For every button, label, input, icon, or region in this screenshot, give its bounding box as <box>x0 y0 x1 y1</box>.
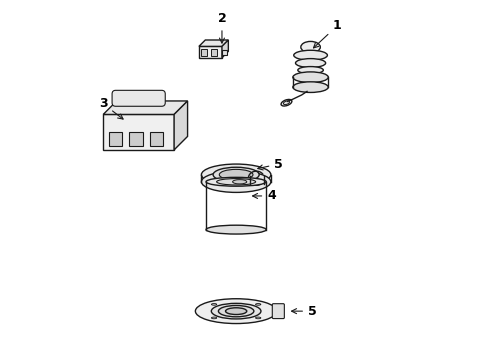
Ellipse shape <box>301 41 320 53</box>
Ellipse shape <box>201 164 271 185</box>
Bar <box>199 46 222 58</box>
FancyBboxPatch shape <box>272 304 284 319</box>
Polygon shape <box>103 101 188 114</box>
Text: 3: 3 <box>99 97 123 119</box>
Polygon shape <box>199 40 228 46</box>
Bar <box>201 49 207 55</box>
Bar <box>149 132 163 146</box>
Ellipse shape <box>293 82 328 93</box>
Ellipse shape <box>256 303 261 305</box>
Ellipse shape <box>298 67 323 74</box>
Ellipse shape <box>295 59 326 67</box>
Bar <box>211 49 217 55</box>
Polygon shape <box>222 40 228 58</box>
Ellipse shape <box>283 101 290 105</box>
Ellipse shape <box>196 299 277 324</box>
Text: 1: 1 <box>314 19 342 48</box>
Bar <box>129 132 143 146</box>
Ellipse shape <box>206 225 266 234</box>
Text: 5: 5 <box>292 305 317 318</box>
Bar <box>103 114 174 150</box>
Ellipse shape <box>220 169 253 180</box>
Polygon shape <box>174 101 188 150</box>
Polygon shape <box>222 50 227 55</box>
Ellipse shape <box>225 308 247 315</box>
Ellipse shape <box>206 177 266 186</box>
Ellipse shape <box>256 317 261 319</box>
Ellipse shape <box>219 306 254 317</box>
Ellipse shape <box>213 167 259 182</box>
Bar <box>109 132 122 146</box>
Ellipse shape <box>294 50 327 60</box>
Text: 2: 2 <box>218 12 226 43</box>
Ellipse shape <box>211 303 261 319</box>
Ellipse shape <box>211 317 217 319</box>
Ellipse shape <box>217 179 256 185</box>
Ellipse shape <box>201 171 271 192</box>
Text: 5: 5 <box>258 158 283 171</box>
Ellipse shape <box>281 99 292 106</box>
Ellipse shape <box>211 303 217 305</box>
Ellipse shape <box>233 180 247 184</box>
Ellipse shape <box>293 72 328 82</box>
Text: 4: 4 <box>252 189 276 202</box>
FancyBboxPatch shape <box>112 90 165 106</box>
